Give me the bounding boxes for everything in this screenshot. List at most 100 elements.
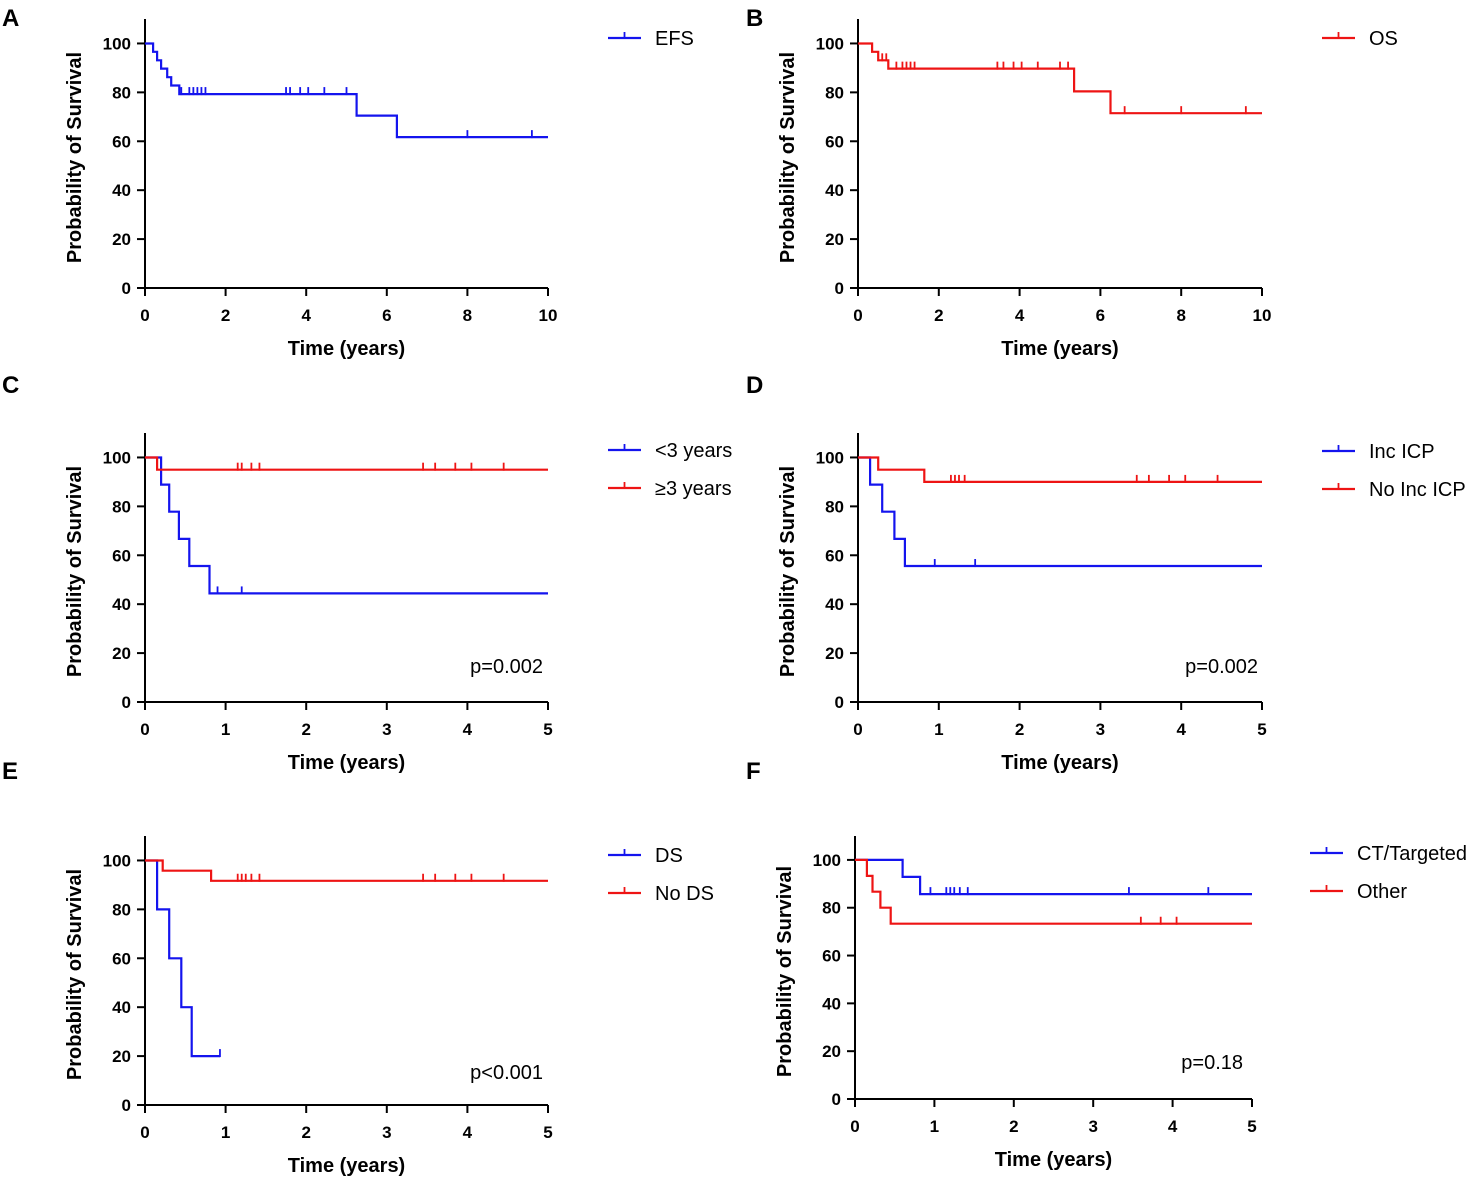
x-tick-label: 10: [539, 306, 558, 325]
series-line: [855, 858, 1252, 925]
x-tick-label: 6: [1096, 306, 1105, 325]
y-tick-label: 40: [112, 181, 131, 200]
panel-letter: B: [746, 5, 763, 32]
x-tick-label: 8: [1176, 306, 1185, 325]
x-tick-label: 1: [221, 720, 230, 739]
y-tick-label: 20: [825, 230, 844, 249]
y-tick-label: 20: [112, 1047, 131, 1066]
x-tick-label: 1: [934, 720, 943, 739]
p-value: p=0.18: [1181, 1052, 1243, 1074]
x-axis-title: Time (years): [288, 1155, 405, 1177]
y-axis-title: Probability of Survival: [64, 869, 86, 1080]
y-axis-title: Probability of Survival: [774, 866, 796, 1077]
legend-label: No Inc ICP: [1369, 479, 1466, 501]
legend-label: No DS: [655, 883, 714, 905]
x-tick-label: 0: [853, 720, 862, 739]
legend-label: Other: [1357, 881, 1407, 903]
x-tick-label: 2: [1015, 720, 1024, 739]
x-tick-label: 6: [382, 306, 391, 325]
legend-label: OS: [1369, 28, 1398, 50]
y-tick-label: 20: [112, 230, 131, 249]
y-axis-title: Probability of Survival: [777, 466, 799, 677]
panel-f: F 0 20 40 60 80 100 0 1 2 3 4 5 Time (years) Probabili…: [746, 758, 1467, 1171]
y-tick-label: 60: [825, 546, 844, 565]
x-tick-label: 0: [140, 306, 149, 325]
panel-d: D 0 20 40 60 80 100 0 1 2 3 4 5 Time (years) Probabili…: [746, 372, 1466, 774]
panel-a: A 0 20 40 60 80 100 0 2 4 6 8 10 Time (years) Probabil…: [2, 5, 694, 360]
x-tick-label: 2: [934, 306, 943, 325]
series-line: [858, 42, 1262, 115]
x-tick-label: 2: [221, 306, 230, 325]
x-tick-label: 0: [850, 1117, 859, 1136]
series-line: [858, 456, 1262, 568]
y-tick-label: 60: [112, 949, 131, 968]
x-tick-label: 3: [1096, 720, 1105, 739]
series-line: [145, 456, 548, 471]
y-tick-label: 0: [835, 279, 844, 298]
panel-letter: C: [2, 372, 19, 399]
y-tick-label: 100: [103, 34, 131, 53]
x-tick-label: 0: [140, 1123, 149, 1142]
x-tick-label: 5: [543, 1123, 552, 1142]
legend-label: CT/Targeted: [1357, 843, 1467, 865]
y-tick-label: 40: [825, 595, 844, 614]
y-tick-label: 100: [813, 851, 841, 870]
x-tick-label: 2: [1009, 1117, 1018, 1136]
y-tick-label: 100: [103, 448, 131, 467]
x-axis-title: Time (years): [1001, 752, 1118, 774]
x-tick-label: 3: [382, 1123, 391, 1142]
y-tick-label: 80: [112, 900, 131, 919]
legend-label: EFS: [655, 28, 694, 50]
legend-label: ≥3 years: [655, 478, 732, 500]
y-axis-title: Probability of Survival: [64, 466, 86, 677]
y-tick-label: 40: [822, 994, 841, 1013]
panel-c: C 0 20 40 60 80 100 0 1 2 3 4 5 Time (years) Probabili…: [2, 372, 732, 774]
y-axis-title: Probability of Survival: [64, 52, 86, 263]
x-tick-label: 4: [1168, 1117, 1178, 1136]
y-tick-label: 60: [112, 546, 131, 565]
y-tick-label: 80: [112, 83, 131, 102]
y-tick-label: 20: [112, 644, 131, 663]
x-tick-label: 2: [301, 1123, 310, 1142]
panel-letter: A: [2, 5, 19, 32]
y-tick-label: 100: [103, 851, 131, 870]
y-tick-label: 80: [825, 497, 844, 516]
y-tick-label: 0: [122, 279, 131, 298]
panel-letter: F: [746, 758, 761, 785]
legend-label: DS: [655, 845, 683, 867]
y-tick-label: 0: [122, 1096, 131, 1115]
y-tick-label: 60: [112, 132, 131, 151]
y-tick-label: 80: [825, 83, 844, 102]
panel-b: B 0 20 40 60 80 100 0 2 4 6 8 10 Time (years) Probabil…: [746, 5, 1398, 360]
x-tick-label: 4: [463, 720, 473, 739]
x-tick-label: 3: [382, 720, 391, 739]
legend-label: <3 years: [655, 440, 732, 462]
y-tick-label: 40: [112, 595, 131, 614]
series-line: [145, 859, 548, 882]
series-line: [855, 858, 1252, 896]
legend-label: Inc ICP: [1369, 441, 1435, 463]
x-tick-label: 5: [1247, 1117, 1256, 1136]
y-tick-label: 80: [822, 899, 841, 918]
panel-letter: D: [746, 372, 763, 399]
series-line: [145, 859, 220, 1058]
x-tick-label: 8: [463, 306, 472, 325]
x-tick-label: 2: [301, 720, 310, 739]
x-tick-label: 4: [1015, 306, 1025, 325]
x-axis-title: Time (years): [995, 1149, 1112, 1171]
x-tick-label: 0: [140, 720, 149, 739]
x-axis-title: Time (years): [288, 752, 405, 774]
y-tick-label: 60: [822, 947, 841, 966]
x-tick-label: 4: [463, 1123, 473, 1142]
y-axis-title: Probability of Survival: [777, 52, 799, 263]
y-tick-label: 20: [822, 1042, 841, 1061]
x-tick-label: 1: [930, 1117, 939, 1136]
x-tick-label: 5: [1257, 720, 1266, 739]
x-tick-label: 4: [301, 306, 311, 325]
x-tick-label: 3: [1088, 1117, 1097, 1136]
x-axis-title: Time (years): [288, 338, 405, 360]
y-tick-label: 0: [835, 693, 844, 712]
y-tick-label: 40: [825, 181, 844, 200]
y-tick-label: 80: [112, 497, 131, 516]
